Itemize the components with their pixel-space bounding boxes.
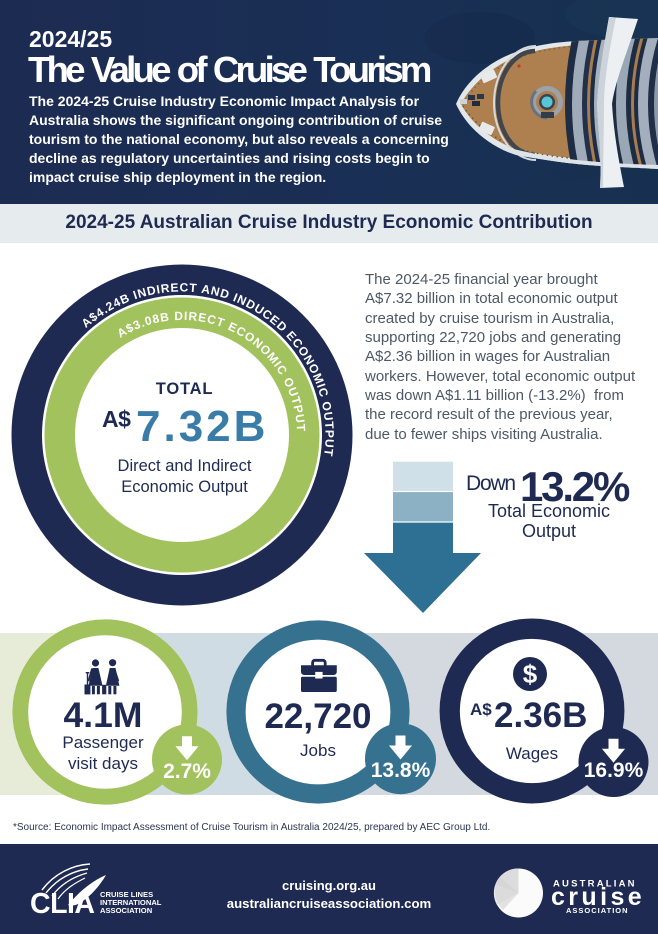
svg-text:CRUISE LINES: CRUISE LINES xyxy=(100,890,153,899)
svg-text:AUSTRALIAN: AUSTRALIAN xyxy=(553,879,637,890)
svg-text:cruise: cruise xyxy=(551,883,645,911)
svg-text:ASSOCIATION: ASSOCIATION xyxy=(100,906,152,915)
svg-text:ASSOCIATION: ASSOCIATION xyxy=(566,906,629,915)
svg-text:$: $ xyxy=(523,659,538,689)
svg-text:INTERNATIONAL: INTERNATIONAL xyxy=(100,898,162,907)
